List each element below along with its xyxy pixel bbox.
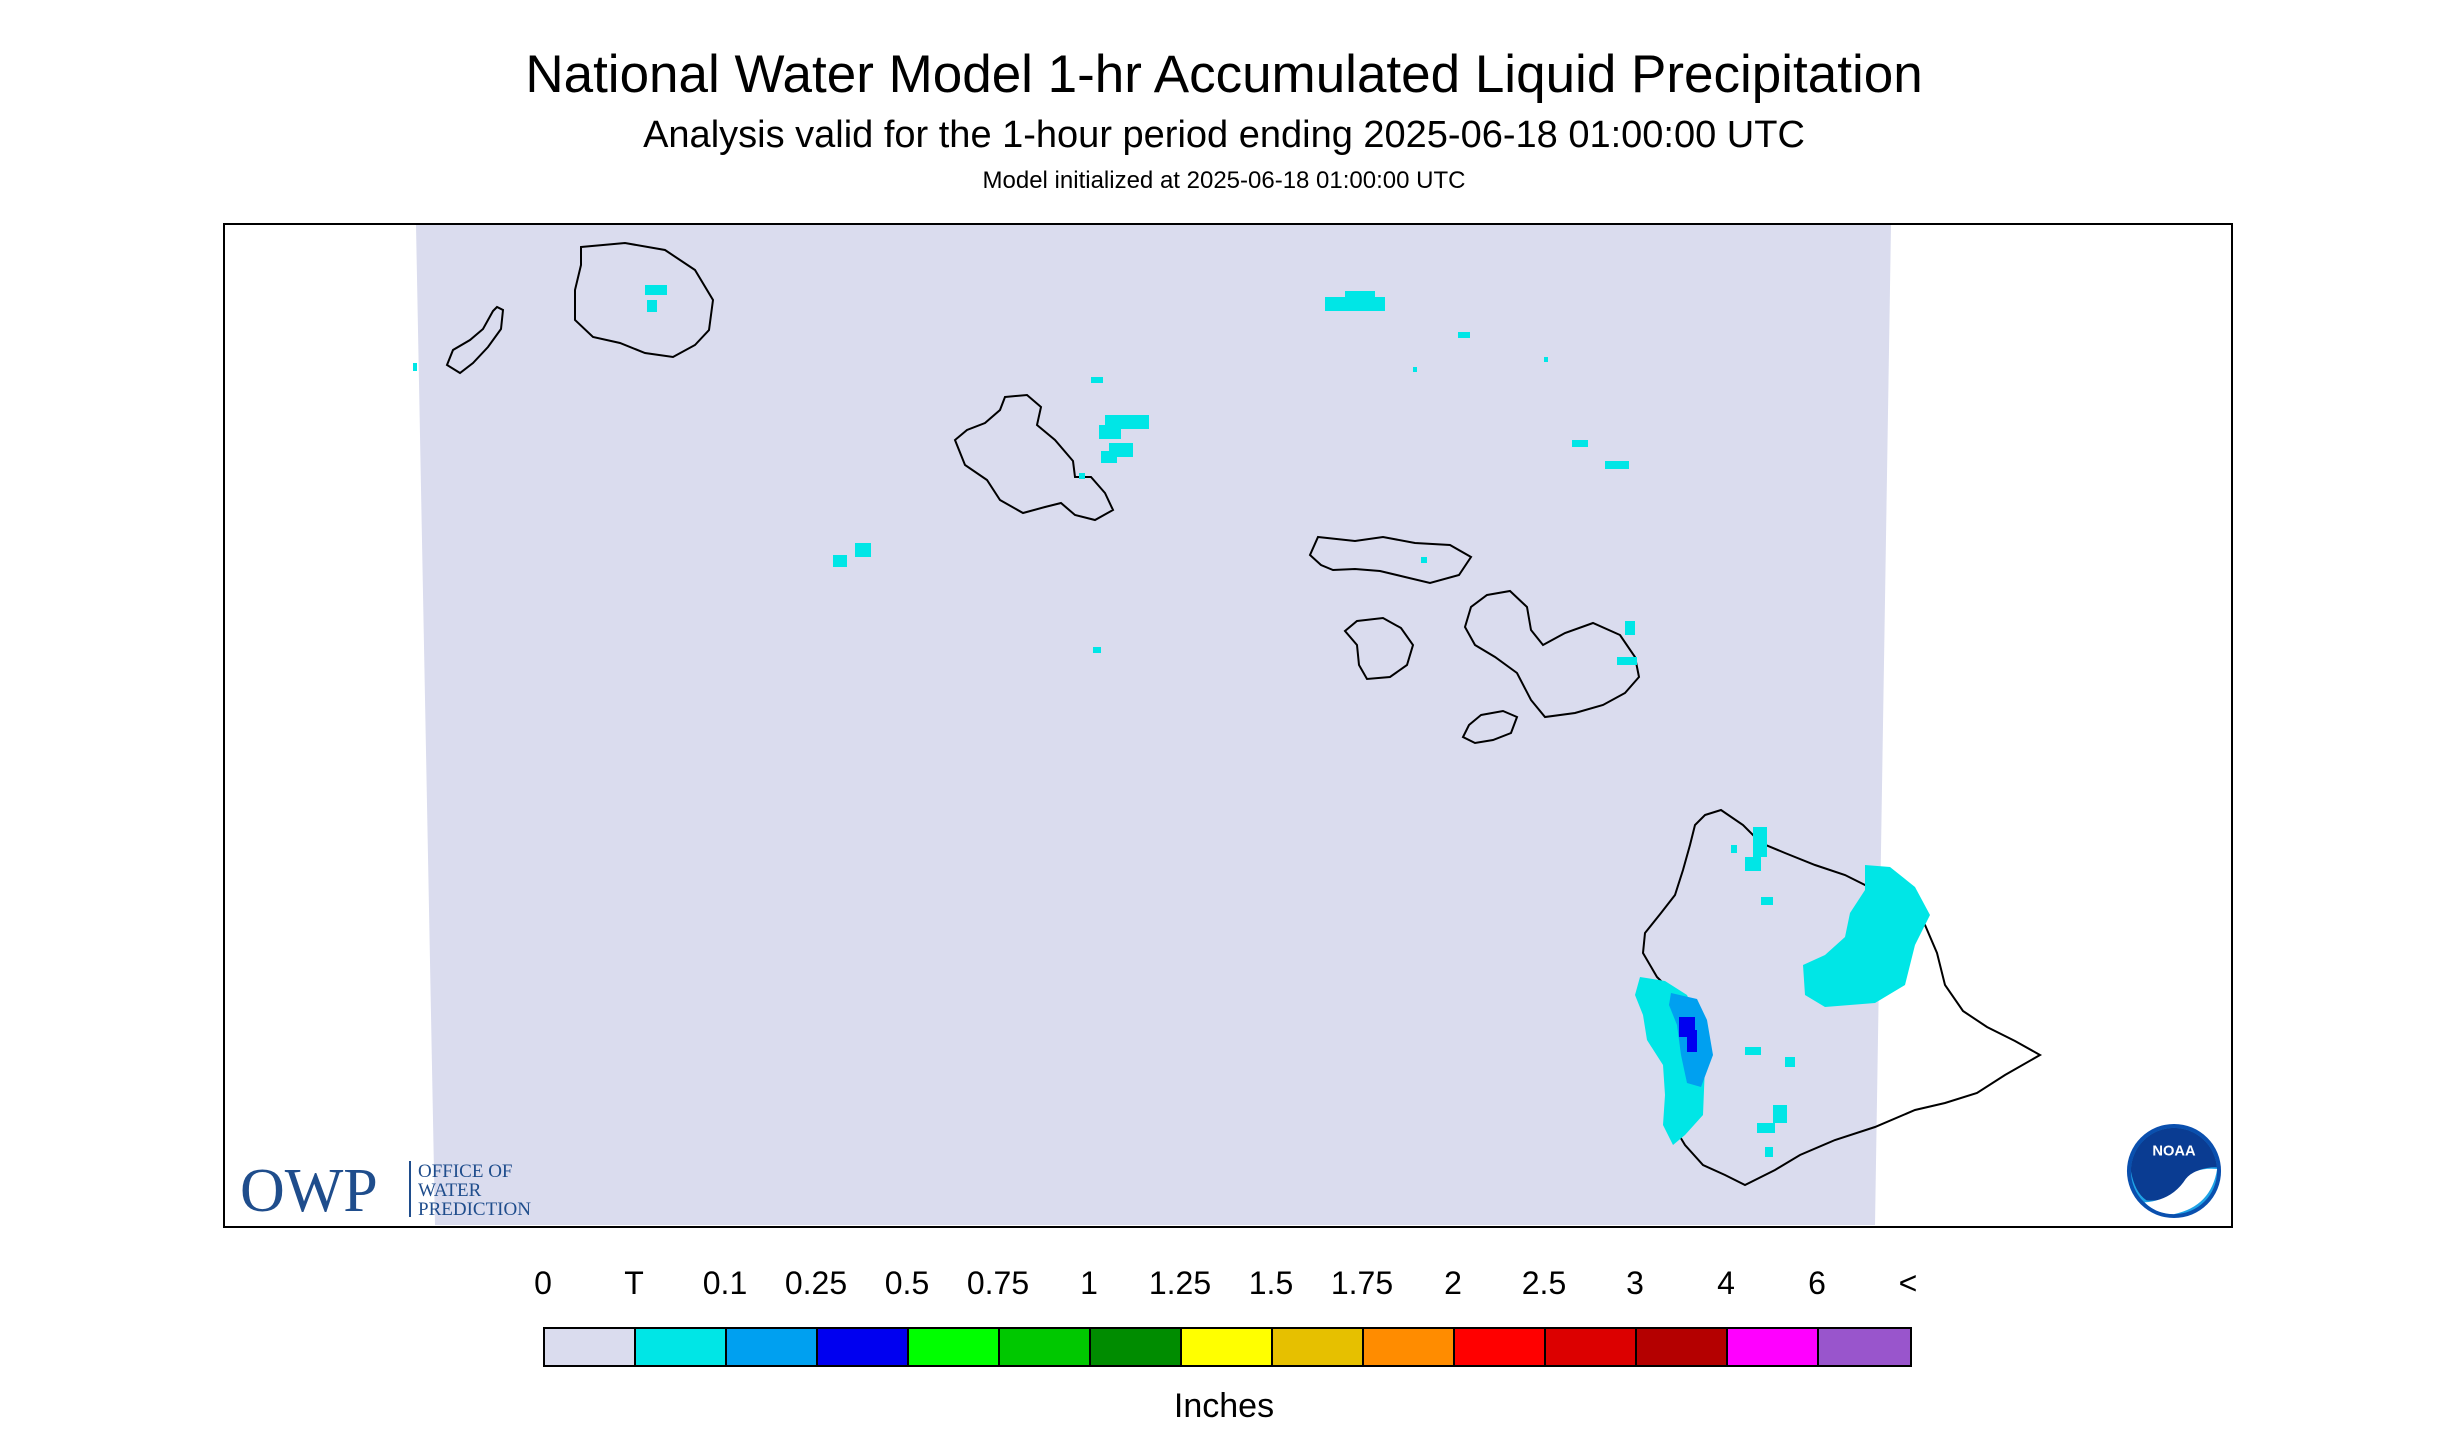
legend-swatch	[545, 1329, 636, 1365]
legend-label: 4	[1717, 1265, 1735, 1301]
noaa-logo: NOAA	[2126, 1123, 2222, 1219]
legend-units: Inches	[1173, 1387, 1275, 1425]
island-oahu	[953, 393, 1115, 522]
island-lanai	[1343, 616, 1415, 681]
legend-swatch	[818, 1329, 909, 1365]
legend-swatch	[909, 1329, 1000, 1365]
legend-label: 1.25	[1148, 1265, 1212, 1301]
legend-swatch	[1273, 1329, 1364, 1365]
model-domain	[416, 225, 1891, 1225]
legend-label: 0	[534, 1265, 552, 1301]
color-legend: 0 T 0.1 0.25 0.5 0.75 1 1.25 1.5 1.75 2 2.5 3 4 6 < Inc…	[0, 1265, 2448, 1425]
island-molokai	[1308, 535, 1473, 585]
legend-swatch	[1091, 1329, 1182, 1365]
legend-swatch	[1728, 1329, 1819, 1365]
legend-swatch	[1182, 1329, 1273, 1365]
island-kahoolawe	[1461, 709, 1519, 745]
model-init-line: Model initialized at 2025-06-18 01:00:00…	[982, 167, 1466, 194]
map-subtitle: Analysis valid for the 1-hour period end…	[643, 114, 1805, 156]
legend-label: 6	[1808, 1265, 1826, 1301]
legend-swatch	[1455, 1329, 1546, 1365]
owp-logo-line2: WATER	[418, 1180, 482, 1201]
legend-swatch	[1364, 1329, 1455, 1365]
legend-label: 1.5	[1248, 1265, 1294, 1301]
legend-label: 0.1	[702, 1265, 748, 1301]
legend-label: 2	[1444, 1265, 1462, 1301]
legend-label: 0.25	[784, 1265, 848, 1301]
legend-label: 0.75	[966, 1265, 1030, 1301]
map-title: National Water Model 1-hr Accumulated Li…	[525, 45, 1923, 104]
owp-logo-mark: OWP	[240, 1157, 378, 1220]
legend-label: 3	[1626, 1265, 1644, 1301]
legend-label: <	[1898, 1265, 1918, 1301]
legend-swatch	[727, 1329, 818, 1365]
legend-label: 1.75	[1330, 1265, 1394, 1301]
legend-swatch	[1637, 1329, 1728, 1365]
legend-swatch	[1000, 1329, 1091, 1365]
legend-label: 2.5	[1521, 1265, 1567, 1301]
island-niihau	[445, 305, 505, 375]
legend-colorbar	[543, 1327, 1912, 1367]
precipitation-map	[413, 225, 2043, 1225]
noaa-logo-text: NOAA	[2152, 1143, 2196, 1159]
owp-logo: OWP OFFICE OF WATER PREDICTION	[240, 1157, 531, 1220]
moderate-precip-areas	[1679, 1017, 1697, 1052]
legend-label: T	[624, 1265, 644, 1301]
legend-label: 1	[1080, 1265, 1098, 1301]
legend-swatch	[1546, 1329, 1637, 1365]
map-panel	[223, 223, 2233, 1228]
owp-logo-line3: PREDICTION	[418, 1199, 531, 1220]
island-maui	[1463, 589, 1641, 719]
legend-label: 0.5	[884, 1265, 930, 1301]
owp-logo-line1: OFFICE OF	[418, 1161, 513, 1182]
legend-swatch	[1819, 1329, 1910, 1365]
island-kauai	[574, 241, 715, 359]
legend-swatch	[636, 1329, 727, 1365]
